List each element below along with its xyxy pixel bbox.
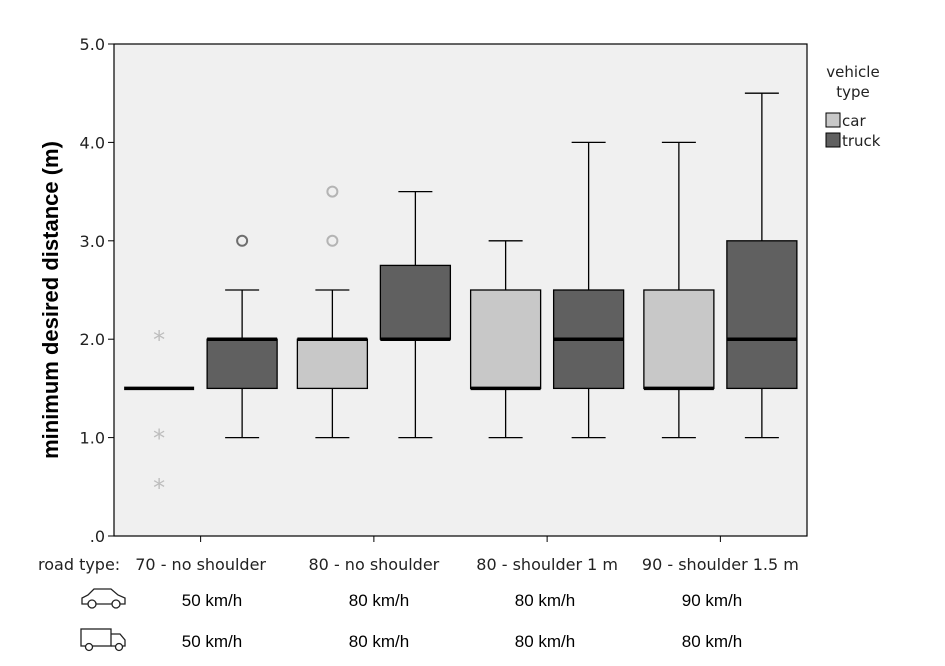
car-cat0-extreme-2: *: [153, 326, 165, 354]
truck-cat0-box: [206, 338, 278, 390]
x-category-label-0: 70 - no shoulder: [135, 555, 266, 574]
legend-label-truck: truck: [842, 132, 881, 150]
speed-table: 50 km/h 80 km/h 80 km/h 90 km/h 50 km/h 80 km…: [182, 591, 742, 651]
speed-truck-3: 80 km/h: [682, 632, 742, 651]
box-series: * * *: [124, 92, 798, 502]
speed-truck-1: 80 km/h: [349, 632, 409, 651]
x-axis-category-labels: 70 - no shoulder 80 - no shoulder 80 - sho…: [135, 536, 799, 574]
car-cat0-extreme-0: *: [153, 474, 165, 502]
speed-car-1: 80 km/h: [349, 591, 409, 610]
legend-label-car: car: [842, 112, 866, 130]
car-cat3-box: [643, 289, 715, 390]
x-axis-prefix: road type:: [38, 555, 120, 574]
y-tick-label-4: 4.0: [80, 133, 105, 152]
legend-title-line2: type: [836, 83, 870, 101]
car-cat1-outlier-1: [326, 185, 339, 198]
truck-cat0-outlier-0: [236, 234, 249, 247]
speed-car-2: 80 km/h: [515, 591, 575, 610]
y-axis: .0 1.0 2.0 3.0 4.0 5.0: [80, 35, 114, 546]
speed-car-0: 50 km/h: [182, 591, 242, 610]
car-cat2-box: [469, 289, 542, 390]
car-cat0-extreme-1: *: [153, 425, 165, 453]
y-tick-label-0: .0: [90, 527, 105, 546]
legend-swatch-car: [825, 112, 841, 128]
car-icon: [81, 588, 126, 609]
y-axis-label: minimum desired distance (m): [38, 141, 63, 459]
truck-cat3-box: [726, 240, 798, 390]
y-tick-label-1: 1.0: [80, 429, 105, 448]
speed-truck-2: 80 km/h: [515, 632, 575, 651]
y-tick-label-2: 2.0: [80, 330, 105, 349]
speed-truck-0: 50 km/h: [182, 632, 242, 651]
car-cat1-outlier-0: [326, 234, 339, 247]
truck-cat1-box: [379, 264, 452, 340]
legend-swatch-truck: [825, 132, 841, 148]
truck-icon: [80, 628, 126, 652]
legend: vehicle type car truck: [825, 63, 881, 150]
y-tick-label-3: 3.0: [80, 232, 105, 251]
speed-car-3: 90 km/h: [682, 591, 742, 610]
x-category-label-3: 90 - shoulder 1.5 m: [642, 555, 799, 574]
y-tick-label-5: 5.0: [80, 35, 105, 54]
x-category-label-1: 80 - no shoulder: [309, 555, 440, 574]
legend-title-line1: vehicle: [826, 63, 879, 81]
x-category-label-2: 80 - shoulder 1 m: [476, 555, 618, 574]
car-cat1-box: [296, 338, 369, 390]
